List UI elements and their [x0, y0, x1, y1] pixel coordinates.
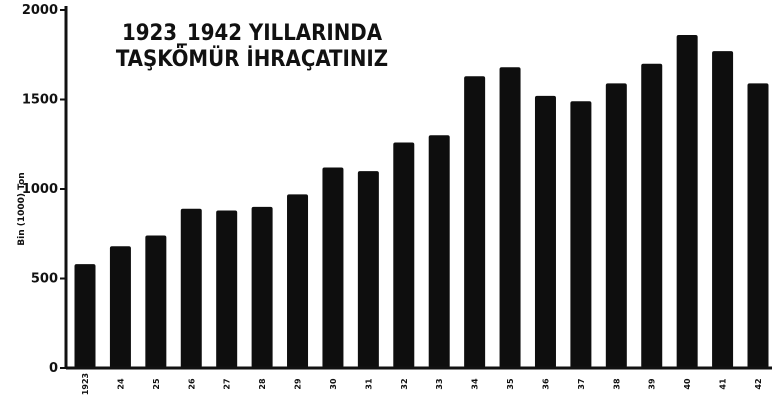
x-tick-label: 40: [683, 378, 692, 390]
bar-31: [357, 171, 379, 368]
chart-title-line-2: TAŞKÖMÜR İHRAÇATINIZ: [116, 46, 388, 72]
bar-28: [251, 206, 273, 368]
x-tick-label: 31: [364, 378, 373, 390]
bar-27: [216, 210, 238, 368]
bar-40: [676, 35, 698, 369]
bar-34: [464, 76, 486, 368]
x-tick-label: 42: [754, 378, 763, 389]
x-tick-label: 36: [541, 378, 550, 390]
x-tick-label: 33: [435, 378, 444, 389]
x-tick-label: 34: [471, 378, 480, 390]
x-tick-label: 24: [116, 378, 125, 390]
bar-38: [605, 83, 627, 368]
bar-35: [499, 67, 521, 368]
axes: [64, 6, 772, 370]
bar-29: [287, 194, 309, 368]
x-axis-labels: 1923 24 25 26 27 28 29 30 31 32 33 34 35 36 37 38 39 40 41…: [81, 373, 763, 395]
bar-30: [322, 167, 344, 368]
y-tick-label: 500: [31, 272, 58, 287]
y-tick-label: 1500: [22, 93, 58, 108]
y-tick-label: 1000: [22, 182, 58, 197]
bar-26: [180, 208, 202, 368]
y-axis-ticks: 0 500 1000 1500 2000: [22, 3, 66, 376]
x-tick-label: 27: [223, 378, 232, 389]
bar-41: [712, 51, 734, 369]
x-tick-label: 1923: [81, 373, 90, 395]
bar-24: [109, 246, 131, 368]
x-tick-label: 38: [612, 378, 621, 390]
x-tick-label: 25: [152, 378, 161, 390]
x-tick-label: 29: [294, 378, 303, 390]
chart-title-line-1: 1923_1942 YILLARINDA: [122, 21, 383, 46]
x-tick-label: 39: [648, 378, 657, 390]
bar-32: [393, 142, 415, 368]
y-tick-label: 0: [49, 361, 58, 376]
bar-25: [145, 235, 167, 368]
bar-1923: [74, 264, 96, 368]
bars-group: [74, 35, 769, 369]
x-tick-label: 37: [577, 378, 586, 389]
x-tick-label: 28: [258, 378, 267, 390]
x-tick-label: 26: [187, 378, 196, 390]
y-tick-label: 2000: [22, 3, 58, 18]
bar-33: [428, 135, 450, 368]
x-tick-label: 30: [329, 378, 338, 390]
bar-36: [534, 95, 556, 369]
bar-42: [747, 83, 769, 368]
x-tick-label: 32: [400, 378, 409, 389]
bar-37: [570, 101, 592, 368]
y-axis-label: Bin (1000) Ton: [17, 172, 27, 245]
x-tick-label: 41: [719, 378, 728, 390]
x-tick-label: 35: [506, 378, 515, 390]
chart-title: 1923_1942 YILLARINDA TAŞKÖMÜR İHRAÇATINI…: [116, 21, 388, 72]
bar-39: [641, 63, 663, 368]
